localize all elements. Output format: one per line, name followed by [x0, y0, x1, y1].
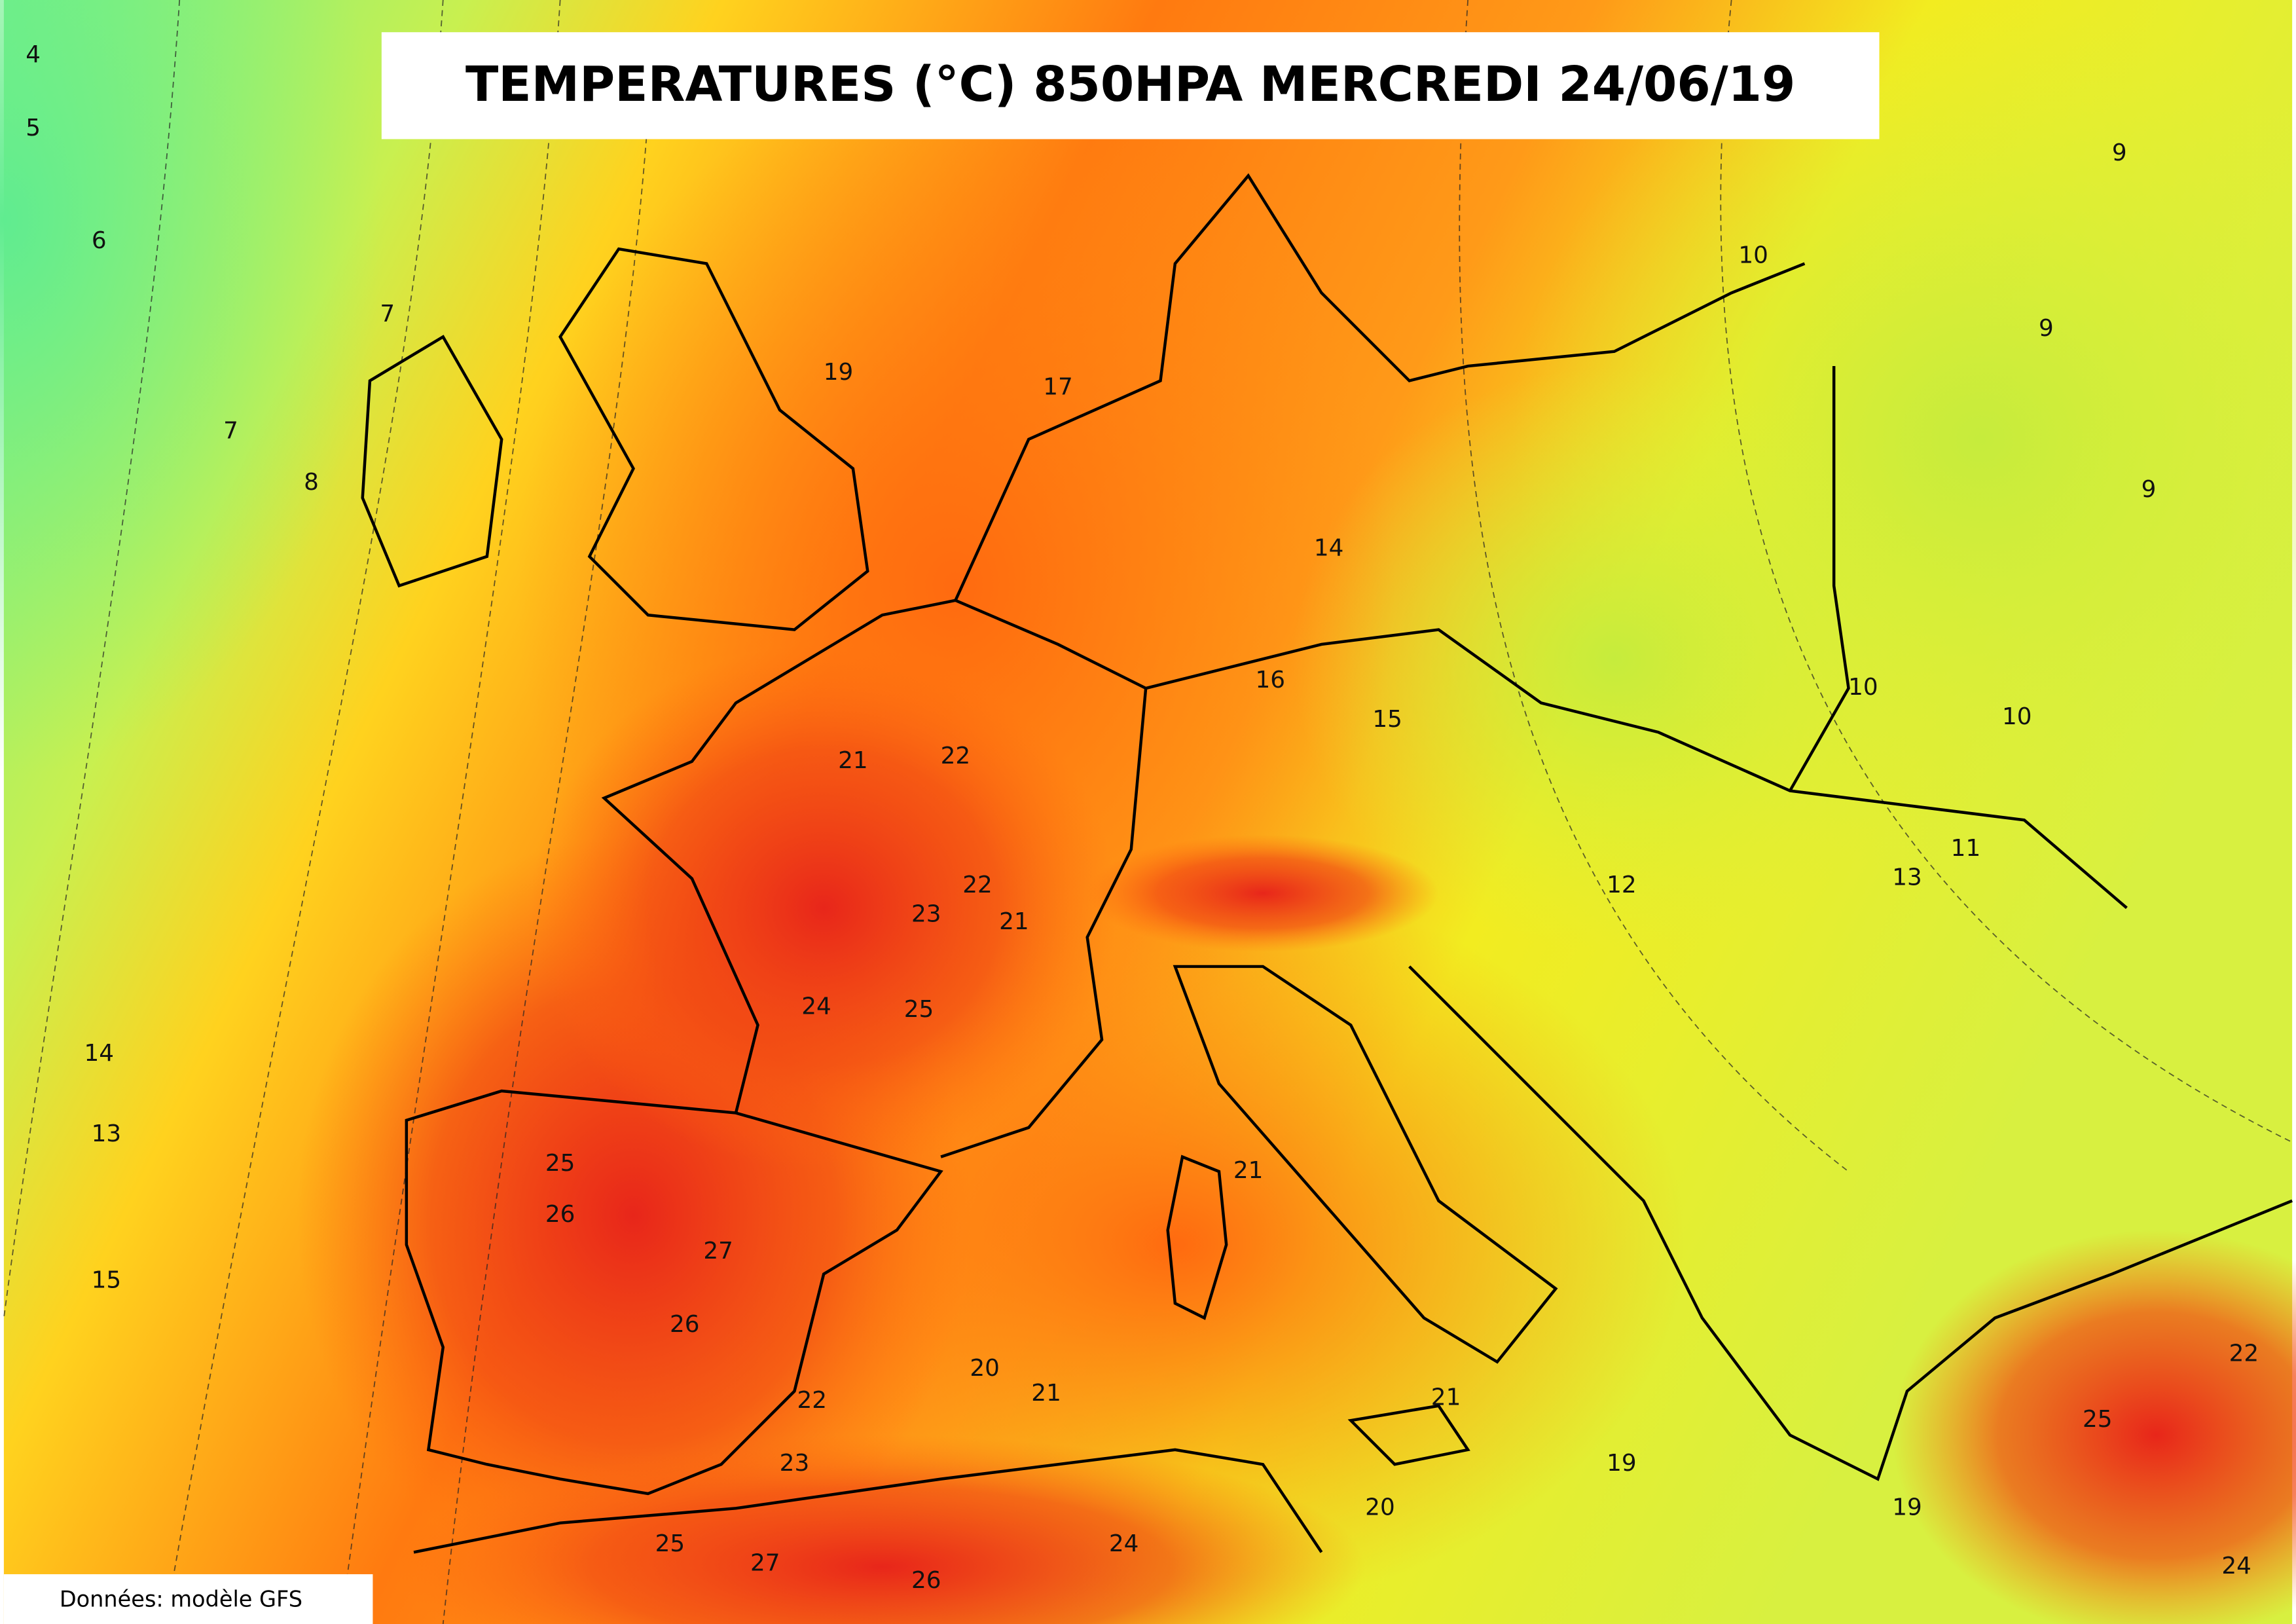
footer-box	[3, 1574, 373, 1624]
contour-label: 16	[1255, 667, 1285, 693]
contour-label: 9	[2112, 139, 2127, 166]
contour-label: 15	[1372, 706, 1402, 733]
contour-label: 22	[797, 1387, 828, 1414]
contour-label: 9	[2141, 476, 2157, 503]
contour-label: 23	[780, 1450, 810, 1477]
contour-label: 25	[655, 1530, 685, 1557]
contour-label: 7	[380, 301, 395, 327]
contour-label: 13	[92, 1120, 122, 1147]
title-box	[381, 32, 1880, 139]
contour-label: 27	[703, 1238, 733, 1264]
contour-label: 4	[26, 41, 41, 68]
contour-label: 10	[2002, 703, 2032, 730]
title: TEMPERATURES (°C) 850HPA MERCREDI 24/06/…	[465, 57, 1795, 113]
contour-label: 26	[670, 1311, 700, 1338]
contour-label: 10	[1738, 242, 1768, 268]
contour-label: 25	[2083, 1406, 2113, 1433]
contour-label: 19	[1892, 1494, 1922, 1521]
contour-label: 25	[904, 996, 934, 1023]
contour-label: 22	[2229, 1340, 2259, 1367]
contour-label: 20	[970, 1355, 1000, 1382]
contour-label: 20	[1365, 1494, 1395, 1521]
contour-label: 22	[941, 743, 971, 769]
contour-label: 6	[92, 227, 107, 254]
contour-label: 25	[545, 1150, 575, 1177]
contour-label: 11	[1951, 835, 1981, 862]
contour-label: 12	[1607, 872, 1637, 898]
contour-label: 24	[801, 993, 831, 1020]
contour-label: 21	[1431, 1384, 1461, 1411]
contour-label: 13	[1892, 864, 1922, 891]
contour-label: 19	[824, 359, 854, 386]
contour-label: 15	[92, 1267, 122, 1294]
contour-label: 21	[838, 747, 868, 774]
source-note: Données: modèle GFS	[60, 1587, 302, 1612]
contour-label: 14	[84, 1040, 114, 1067]
contour-label: 26	[545, 1201, 575, 1228]
contour-label: 22	[962, 872, 993, 898]
contour-label: 26	[911, 1567, 941, 1594]
contour-label: 19	[1607, 1450, 1637, 1477]
contour-label: 24	[1109, 1530, 1139, 1557]
contour-label: 8	[304, 469, 319, 496]
contour-label: 14	[1314, 535, 1344, 562]
contour-label: 24	[2221, 1553, 2251, 1579]
contour-label: 5	[26, 115, 41, 141]
contour-label: 7	[223, 418, 238, 445]
contour-label: 23	[911, 901, 941, 928]
coastlines	[361, 173, 2293, 1554]
contour-label: 9	[2039, 315, 2054, 342]
contour-label: 21	[1233, 1157, 1264, 1184]
contour-label: 10	[1848, 674, 1878, 701]
contour-label: 21	[1031, 1380, 1061, 1407]
contour-label: 27	[750, 1549, 780, 1576]
contour-lines	[3, 0, 2293, 1624]
contour-label: 17	[1043, 374, 1073, 401]
contour-label: 21	[999, 908, 1029, 935]
